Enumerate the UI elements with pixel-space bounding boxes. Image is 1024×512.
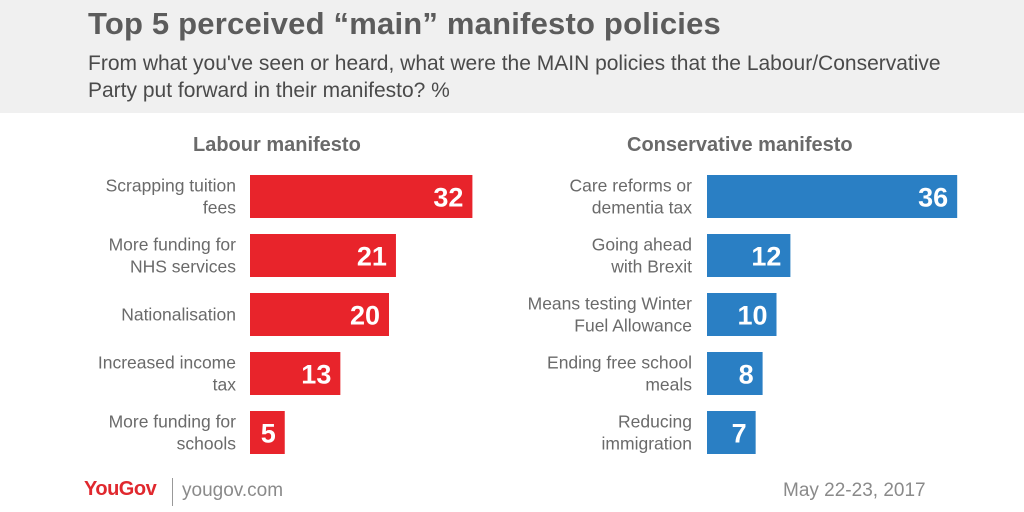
page-subtitle: From what you've seen or heard, what wer… xyxy=(88,52,941,102)
conservative-value-label-1: 36 xyxy=(918,183,948,213)
conservative-value-label-2: 12 xyxy=(751,242,781,272)
page-title: Top 5 perceived “main” manifesto policie… xyxy=(88,6,721,41)
conservative-value-label-5: 7 xyxy=(732,419,747,449)
labour-bar-2 xyxy=(250,234,396,277)
conservative-bar-4 xyxy=(707,352,763,395)
labour-bar-5 xyxy=(250,411,285,454)
labour-value-label-5: 5 xyxy=(261,419,276,449)
labour-category-label-3: Nationalisation xyxy=(121,305,236,325)
conservative-bar-2 xyxy=(707,234,791,277)
conservative-category-label-5: Reducing immigration xyxy=(602,412,692,454)
footer-divider xyxy=(172,478,173,506)
labour-category-label-5: More funding for schools xyxy=(109,412,237,454)
labour-value-label-4: 13 xyxy=(301,360,331,390)
labour-bar-1 xyxy=(250,175,473,218)
conservative-category-label-1: Care reforms or dementia tax xyxy=(569,176,692,218)
conservative-bar-1 xyxy=(707,175,958,218)
footer-date: May 22-23, 2017 xyxy=(783,480,926,501)
conservative-value-label-4: 8 xyxy=(739,360,754,390)
labour-value-label-3: 20 xyxy=(350,301,380,331)
labour-category-label-4: Increased income tax xyxy=(98,353,236,395)
conservative-chart-title: Conservative manifesto xyxy=(627,134,853,156)
conservative-bar-3 xyxy=(707,293,777,336)
labour-value-label-1: 32 xyxy=(433,183,463,213)
labour-bar-4 xyxy=(250,352,341,395)
yougov-logo: YouGov xyxy=(84,478,157,500)
conservative-value-label-3: 10 xyxy=(737,301,767,331)
labour-category-label-2: More funding for NHS services xyxy=(109,235,237,277)
labour-value-label-2: 21 xyxy=(357,242,387,272)
labour-chart-title: Labour manifesto xyxy=(193,134,361,156)
conservative-bar-5 xyxy=(707,411,756,454)
conservative-category-label-2: Going ahead with Brexit xyxy=(592,235,692,277)
conservative-category-label-3: Means testing Winter Fuel Allowance xyxy=(528,294,693,336)
header-band: Top 5 perceived “main” manifesto policie… xyxy=(0,0,1024,113)
labour-bar-3 xyxy=(250,293,389,336)
footer-url: yougov.com xyxy=(182,480,284,501)
conservative-category-label-4: Ending free school meals xyxy=(547,353,692,395)
labour-category-label-1: Scrapping tuition fees xyxy=(106,176,237,218)
